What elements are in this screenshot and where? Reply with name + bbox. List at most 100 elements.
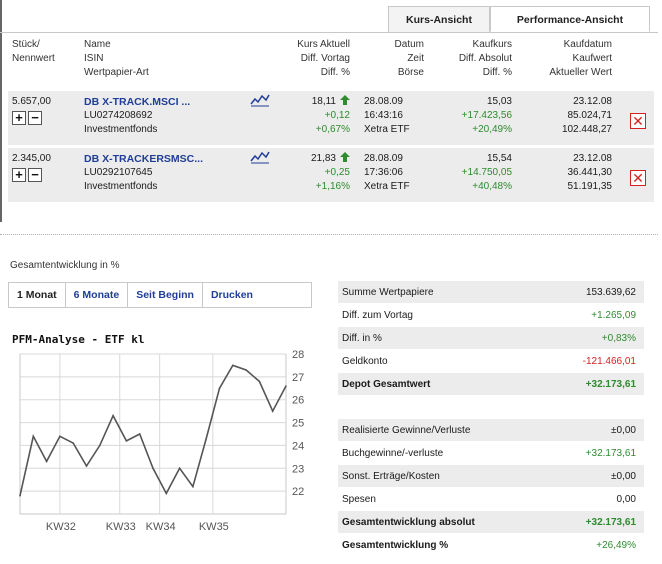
- zeit-value: 16:43:16: [364, 110, 403, 121]
- summary-label: Geldkonto: [342, 356, 388, 367]
- diff-pct2-value: +20,49%: [472, 124, 512, 135]
- tab-1-monat[interactable]: 1 Monat: [9, 283, 66, 307]
- header-art-label: Wertpapier-Art: [84, 67, 149, 78]
- header-datum: Datum Zeit Börse: [362, 38, 424, 80]
- data-point: [112, 414, 114, 417]
- aktueller-wert-value: 102.448,27: [561, 124, 612, 135]
- plus-button[interactable]: +: [12, 111, 26, 125]
- minus-button[interactable]: −: [28, 111, 42, 125]
- tab-kurs-ansicht[interactable]: Kurs-Ansicht: [388, 6, 490, 32]
- summary-value: 0,00: [616, 494, 636, 505]
- kaufkurs-value: 15,03: [486, 96, 512, 107]
- data-point: [152, 467, 154, 470]
- position-row: 5.657,00 + − DB X-TRACK.MSCI ... LU027420…: [8, 91, 654, 145]
- header-name: Name ISIN Wertpapier-Art: [84, 38, 149, 80]
- kurs-value: 21,83: [310, 153, 336, 164]
- header-diff-absolut-label: Diff. Absolut: [458, 53, 512, 64]
- header-boerse-label: Börse: [397, 67, 424, 78]
- header-aktueller-wert-label: Aktueller Wert: [549, 67, 612, 78]
- summary-row: Spesen 0,00: [338, 488, 644, 511]
- print-button[interactable]: Drucken: [210, 289, 253, 301]
- tab-seit-beginn[interactable]: Seit Beginn: [128, 283, 203, 307]
- summary-value: +32.173,61: [585, 379, 636, 390]
- data-point: [192, 485, 194, 488]
- diff-pct2-value: +40,48%: [472, 181, 512, 192]
- summary-value: ±0,00: [611, 471, 636, 482]
- summary-value: +1.265,09: [591, 310, 636, 321]
- summary-value: +32.173,61: [585, 517, 636, 528]
- data-point: [19, 494, 21, 497]
- diff-vortag-value: +0,12: [324, 110, 350, 121]
- kaufdatum-value: 23.12.08: [573, 96, 612, 107]
- header-kurs: Kurs Aktuell Diff. Vortag Diff. %: [258, 38, 350, 80]
- zeit-value: 17:36:06: [364, 167, 403, 178]
- security-name-link[interactable]: DB X-TRACKERSMSC...: [84, 153, 204, 165]
- data-point: [205, 437, 207, 440]
- summary-value: ±0,00: [611, 425, 636, 436]
- kaufkurs-value: 15,54: [486, 153, 512, 164]
- summary-row: Summe Wertpapiere 153.639,62: [338, 281, 644, 304]
- header-datum-label: Datum: [394, 39, 424, 50]
- delete-position-button[interactable]: ✕: [630, 113, 646, 129]
- boerse-value: Xetra ETF: [364, 124, 410, 135]
- summary-label: Realisierte Gewinne/Verluste: [342, 425, 471, 436]
- header-name-label: Name: [84, 39, 111, 50]
- summary-label: Diff. zum Vortag: [342, 310, 413, 321]
- chart-icon[interactable]: [250, 93, 270, 112]
- stueck-value: 5.657,00: [12, 96, 51, 107]
- tab-6-monate[interactable]: 6 Monate: [66, 283, 129, 307]
- summary-value: 153.639,62: [585, 287, 636, 298]
- summary-value: +32.173,61: [585, 448, 636, 459]
- x-tick-label: KW33: [106, 521, 136, 533]
- security-name-link[interactable]: DB X-TRACK.MSCI ...: [84, 96, 191, 108]
- plot-area: [19, 353, 287, 515]
- data-point: [45, 460, 48, 463]
- datum-value: 28.08.09: [364, 96, 403, 107]
- qty-buttons: + −: [12, 111, 44, 127]
- trend-up-icon: [340, 152, 350, 168]
- diff-pct-value: +1,16%: [315, 181, 350, 192]
- summary-label: Buchgewinne/-verluste: [342, 448, 444, 459]
- position-row: 2.345,00 + − DB X-TRACKERSMSC... LU029210…: [8, 148, 654, 202]
- period-tabs: 1 Monat 6 Monate Seit Beginn Drucken: [8, 282, 312, 308]
- header-nennwert-label: Nennwert: [12, 53, 55, 64]
- data-point: [99, 444, 101, 447]
- summary-label: Sonst. Erträge/Kosten: [342, 471, 440, 482]
- art-value: Investmentfonds: [84, 181, 158, 192]
- trend-up-icon: [340, 95, 350, 111]
- summary-row: Realisierte Gewinne/Verluste ±0,00: [338, 419, 644, 442]
- header-stueck-label: Stück/: [12, 39, 40, 50]
- boerse-value: Xetra ETF: [364, 181, 410, 192]
- data-point: [138, 433, 141, 435]
- data-point: [178, 467, 181, 470]
- minus-button[interactable]: −: [28, 168, 42, 182]
- summary-value: +0,83%: [601, 333, 636, 344]
- summary-value: -121.466,01: [582, 356, 636, 367]
- data-point: [72, 442, 74, 444]
- summary-label: Diff. in %: [342, 333, 382, 344]
- data-point: [245, 369, 247, 371]
- tab-performance-ansicht[interactable]: Performance-Ansicht: [490, 6, 650, 32]
- chart-title: PFM-Analyse - ETF kl: [12, 333, 145, 346]
- summary-row: Gesamtentwicklung absolut +32.173,61: [338, 511, 644, 534]
- summary-label: Spesen: [342, 494, 376, 505]
- header-diff-vortag-label: Diff. Vortag: [300, 53, 350, 64]
- chart-icon[interactable]: [250, 150, 270, 169]
- data-point: [32, 435, 35, 438]
- aktueller-wert-value: 51.191,35: [567, 181, 613, 192]
- kaufwert-value: 85.024,71: [567, 110, 613, 121]
- summary-row: Buchgewinne/-verluste +32.173,61: [338, 442, 644, 465]
- delete-position-button[interactable]: ✕: [630, 170, 646, 186]
- header-kaufkurs-label: Kaufkurs: [472, 39, 512, 50]
- header-stueck: Stück/ Nennwert: [12, 38, 55, 66]
- summary-row: Sonst. Erträge/Kosten ±0,00: [338, 465, 644, 488]
- data-point: [165, 492, 168, 495]
- summary-value: +26,49%: [596, 540, 636, 551]
- performance-chart: 28 27 26 25 24 23 22 KW32 KW33 KW34 KW35: [19, 349, 304, 533]
- plus-button[interactable]: +: [12, 168, 26, 182]
- summary-label: Depot Gesamtwert: [342, 379, 431, 390]
- summary-label: Gesamtentwicklung absolut: [342, 517, 475, 528]
- kaufdatum-value: 23.12.08: [573, 153, 612, 164]
- diff-vortag-value: +0,25: [324, 167, 350, 178]
- y-tick-label: 28: [292, 349, 304, 361]
